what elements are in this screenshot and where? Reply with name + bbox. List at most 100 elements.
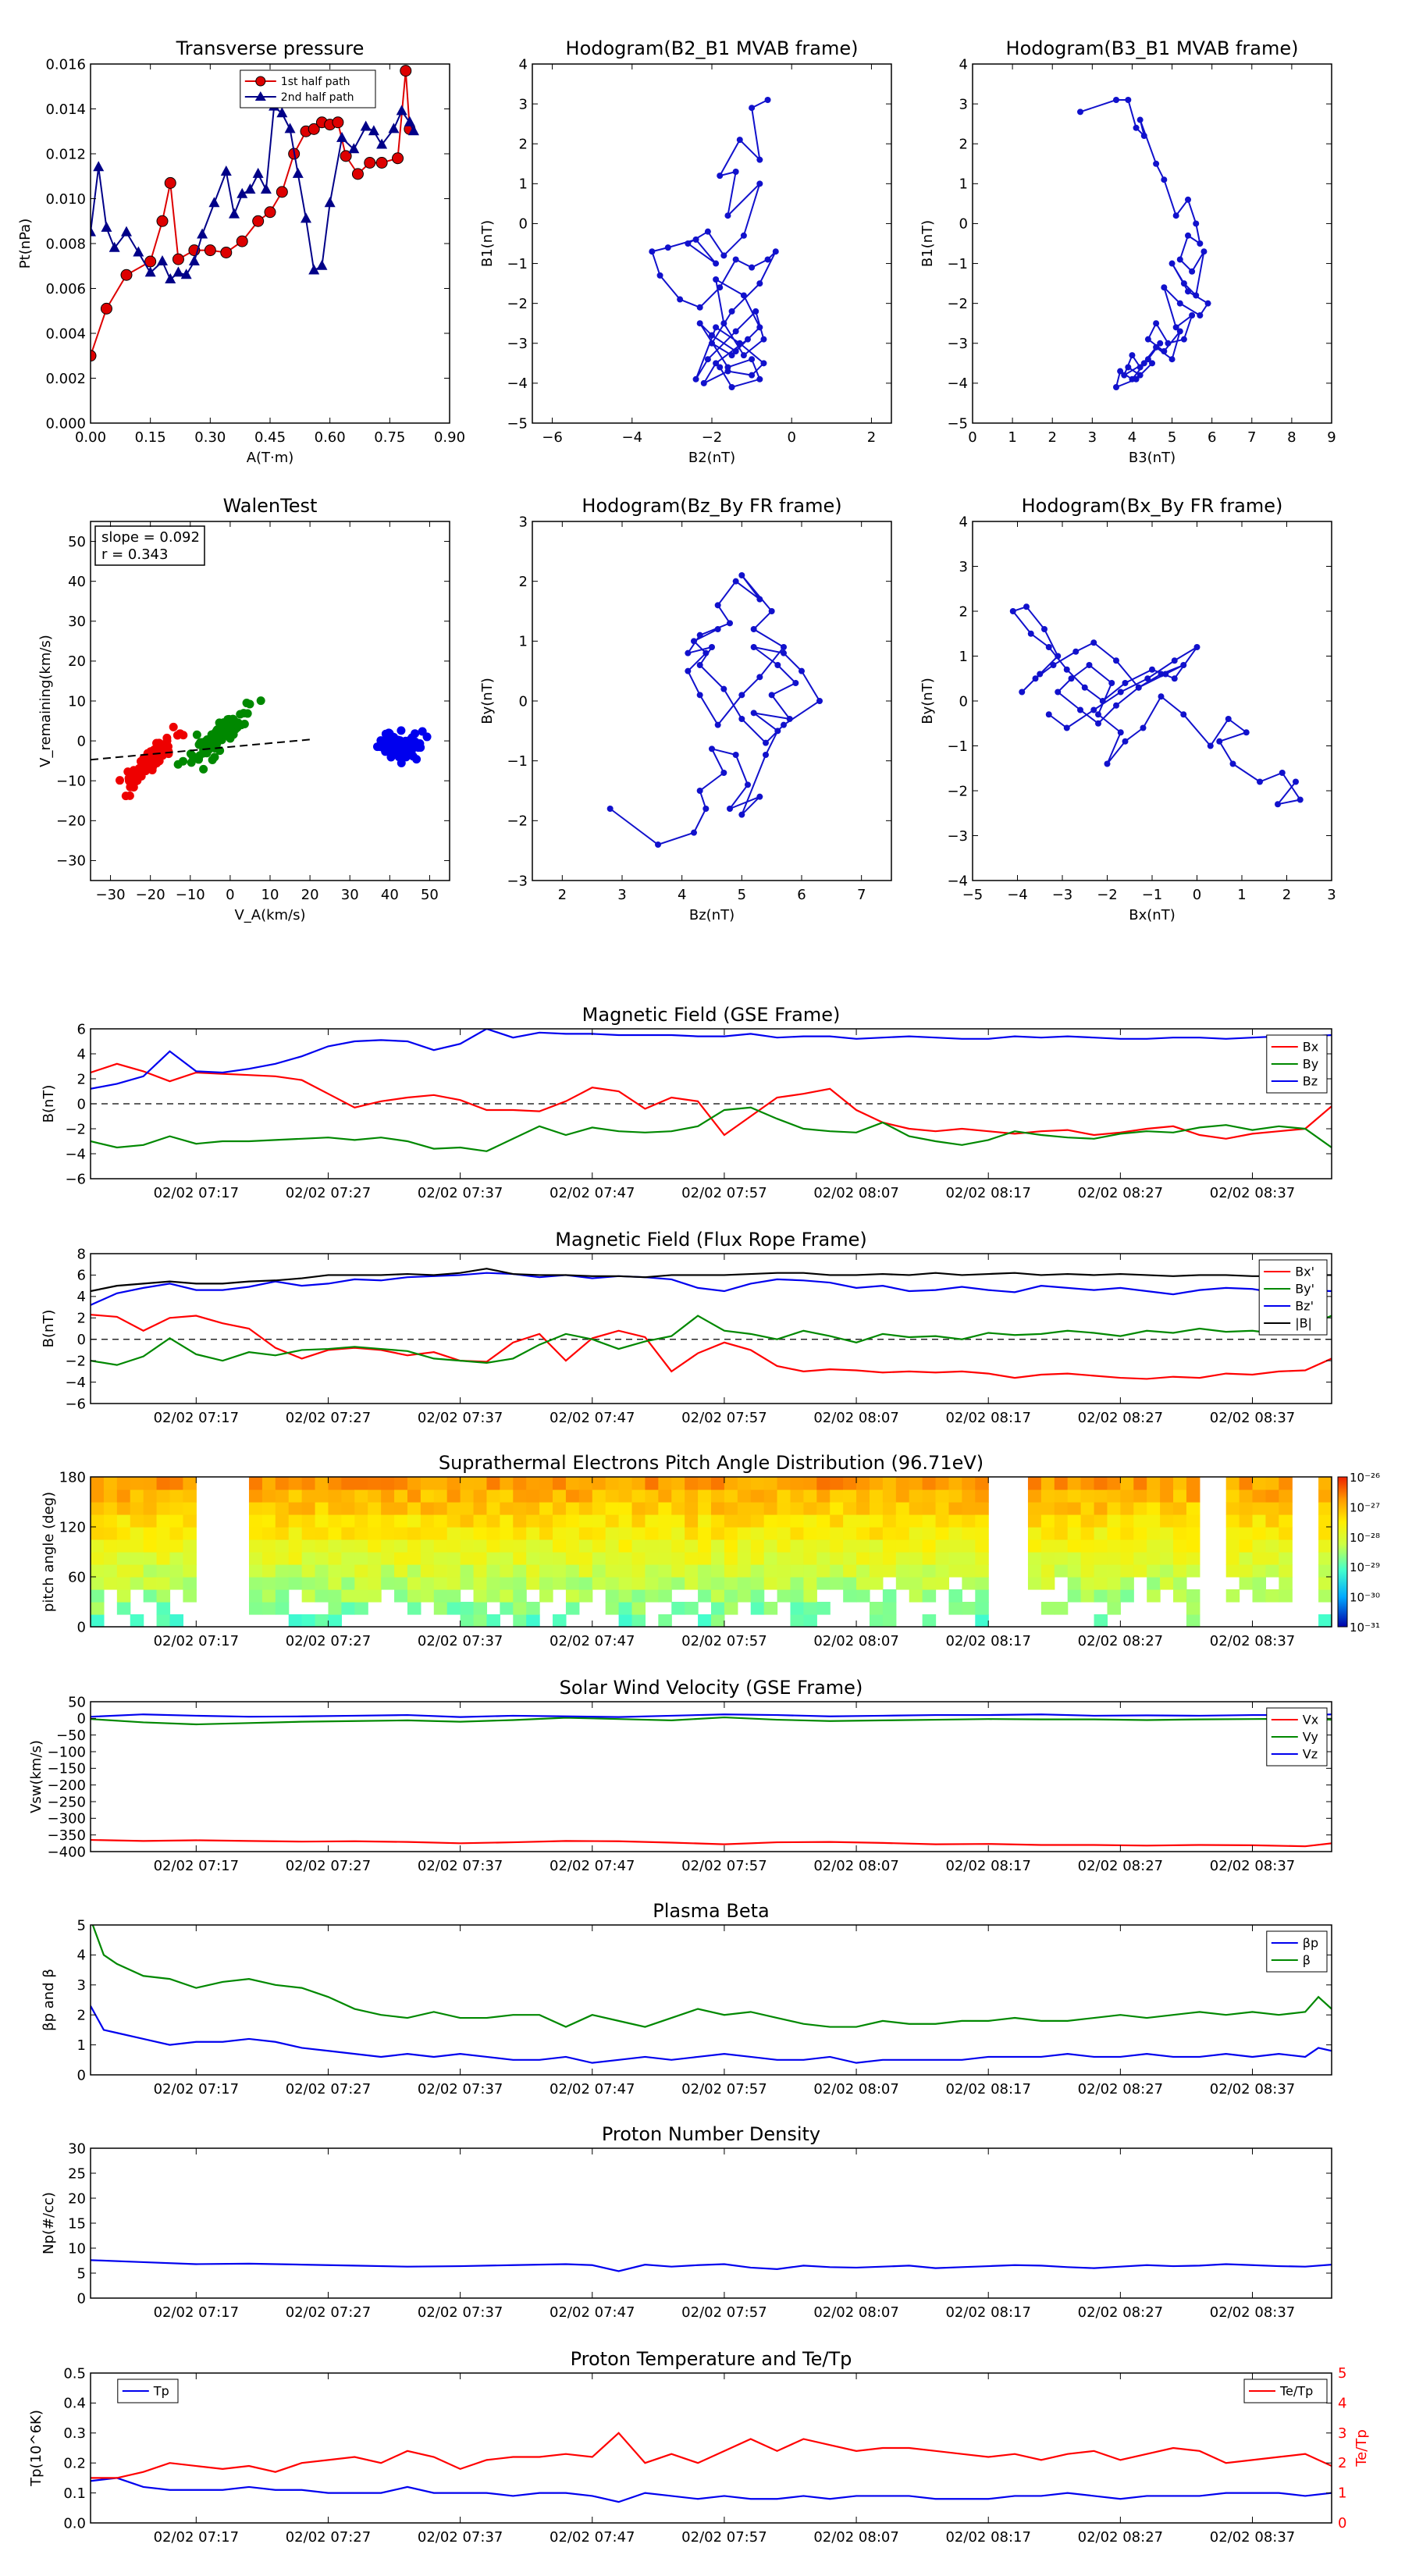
y-tick-label: 6 — [77, 1268, 86, 1284]
heatmap-cell — [671, 1514, 685, 1528]
heatmap-cell — [565, 1502, 580, 1515]
heatmap-cell — [407, 1564, 422, 1578]
heatmap-cell — [261, 1539, 276, 1553]
heatmap-cell — [631, 1552, 646, 1565]
heatmap-cell — [1120, 1502, 1134, 1515]
heatmap-cell — [843, 1514, 857, 1528]
panel-h1: Hodogram(B2_B1 MVAB frame) −6 −4 −2 0 2 −5 −4 −3… — [479, 37, 892, 466]
heatmap-cell — [446, 1477, 461, 1490]
data-point — [756, 674, 763, 681]
legend-label: 2nd half path — [281, 91, 354, 104]
heatmap-cell — [763, 1502, 778, 1515]
heatmap-cell — [1318, 1514, 1332, 1528]
heatmap-cell — [1080, 1502, 1095, 1515]
heatmap-cell — [301, 1527, 316, 1540]
x-tick-label: 02/02 08:37 — [1210, 2529, 1295, 2546]
y-tick-label: 0 — [77, 1711, 86, 1727]
heatmap-cell — [645, 1502, 659, 1515]
heatmap-cell — [91, 1539, 105, 1553]
heatmap-cell — [698, 1477, 712, 1490]
heatmap-cell — [737, 1477, 752, 1490]
heatmap-cell — [578, 1539, 593, 1553]
y-tick-label-right: 0 — [1338, 2515, 1346, 2532]
data-point — [351, 168, 364, 180]
heatmap-cell — [354, 1602, 368, 1615]
heatmap-cell — [750, 1514, 765, 1528]
heatmap-cell — [1239, 1564, 1254, 1578]
data-point — [720, 320, 727, 327]
heatmap-cell — [830, 1539, 844, 1553]
data-point — [1149, 666, 1155, 673]
heatmap-cell — [1080, 1577, 1095, 1590]
heatmap-cell — [301, 1614, 316, 1627]
annotation-slope: slope = 0.092 — [101, 529, 200, 546]
heatmap-cell — [592, 1564, 606, 1578]
y-tick-label: −150 — [48, 1761, 86, 1777]
data-point — [229, 208, 240, 219]
data-point — [749, 356, 756, 363]
heatmap-cell — [1040, 1527, 1055, 1540]
heatmap-cell — [156, 1502, 171, 1515]
x-axis-label: Bx(nT) — [1129, 907, 1175, 923]
data-point — [340, 150, 352, 162]
heatmap-cell — [869, 1477, 884, 1490]
heatmap-cell — [513, 1502, 527, 1515]
y-tick-label: 0.008 — [45, 236, 86, 252]
heatmap-cell — [671, 1602, 685, 1615]
heatmap-cell — [869, 1539, 884, 1553]
x-tick-label: 02/02 08:27 — [1078, 1185, 1163, 1201]
heatmap-cell — [261, 1552, 276, 1565]
heatmap-cell — [169, 1614, 184, 1627]
heatmap-cell — [962, 1527, 976, 1540]
y-tick-label: −3 — [947, 828, 968, 845]
heatmap-cell — [816, 1602, 831, 1615]
heatmap-cell — [156, 1489, 171, 1503]
data-point — [727, 620, 733, 627]
heatmap-cell — [130, 1514, 144, 1528]
data-point — [201, 737, 210, 746]
heatmap-cell — [869, 1577, 884, 1590]
y-tick-label: 3 — [959, 559, 968, 575]
panel-h2: Hodogram(B3_B1 MVAB frame) 0 1 2 3 4 5 6 7 8 9 −5 −4… — [919, 37, 1336, 466]
data-point — [1019, 688, 1026, 696]
heatmap-cell — [143, 1502, 158, 1515]
data-point — [738, 811, 745, 818]
plot-frame — [532, 521, 892, 881]
panel-b_gse: Magnetic Field (GSE Frame) 02/02 07:17 02/… — [41, 1004, 1332, 1201]
heatmap-cell — [750, 1564, 765, 1578]
heatmap-cell — [513, 1527, 527, 1540]
y-tick-label: 8 — [77, 1246, 86, 1262]
heatmap-cell — [91, 1564, 105, 1578]
heatmap-cell — [790, 1564, 805, 1578]
data-point — [781, 644, 787, 650]
data-point — [1077, 706, 1083, 713]
heatmap-cell — [922, 1477, 937, 1490]
heatmap-cell — [777, 1502, 791, 1515]
heatmap-cell — [1133, 1539, 1147, 1553]
heatmap-cell — [1186, 1564, 1200, 1578]
heatmap-cell — [565, 1514, 580, 1528]
heatmap-cell — [790, 1502, 805, 1515]
data-point — [696, 304, 703, 311]
heatmap-cell — [301, 1589, 316, 1603]
data-point — [1158, 671, 1165, 678]
x-axis-label: V_A(km/s) — [234, 907, 305, 923]
heatmap-cell — [1054, 1489, 1069, 1503]
data-point — [1189, 268, 1196, 275]
heatmap-cell — [169, 1564, 184, 1578]
heatmap-cell — [803, 1602, 817, 1615]
heatmap-cell — [1173, 1502, 1187, 1515]
heatmap-cell — [803, 1577, 817, 1590]
heatmap-cell — [909, 1589, 923, 1603]
heatmap-cell — [882, 1502, 897, 1515]
heatmap-cell — [248, 1477, 263, 1490]
heatmap-cell — [368, 1564, 382, 1578]
heatmap-cell — [1133, 1477, 1147, 1490]
y-tick-label: 2 — [77, 1071, 86, 1087]
heatmap-cell — [1265, 1502, 1279, 1515]
heatmap-cell — [843, 1489, 857, 1503]
heatmap-cell — [486, 1514, 500, 1528]
data-point — [179, 756, 188, 766]
heatmap-cell — [578, 1514, 593, 1528]
data-point — [692, 375, 699, 382]
